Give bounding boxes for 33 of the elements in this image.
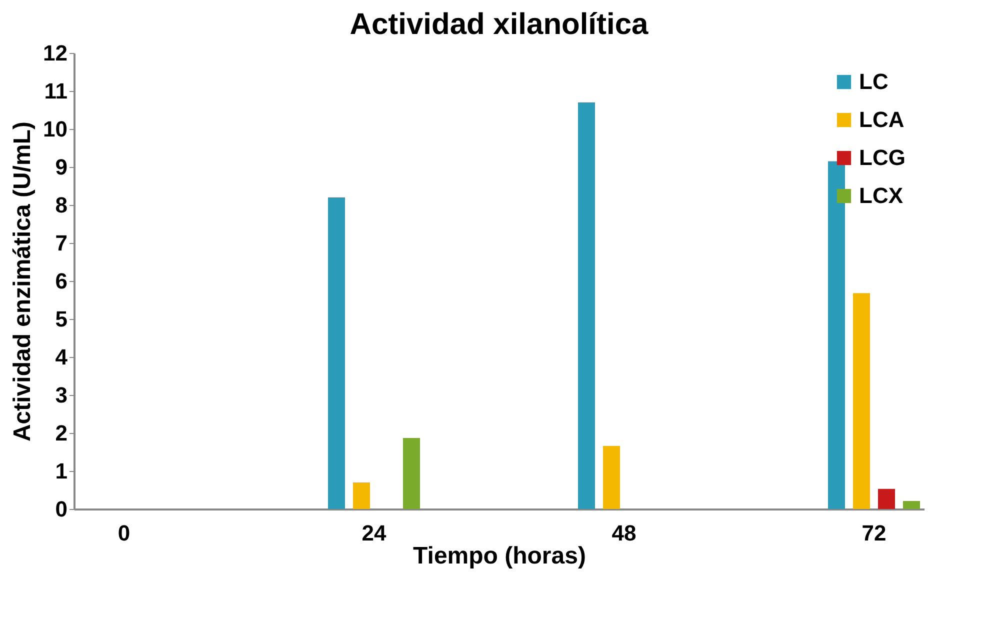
y-tick-label: 5 xyxy=(55,306,68,332)
bar xyxy=(903,501,920,509)
y-tick-label: 1 xyxy=(55,458,68,484)
bar xyxy=(403,438,420,509)
bar xyxy=(853,293,870,509)
chart-title: Actividad xilanolítica xyxy=(350,8,649,41)
y-tick-label: 7 xyxy=(55,230,68,256)
x-tick-label: 0 xyxy=(118,520,130,546)
y-tick-label: 3 xyxy=(55,382,68,408)
x-axis-title: Tiempo (horas) xyxy=(413,542,586,570)
x-tick-label: 48 xyxy=(612,520,636,546)
y-tick-label: 0 xyxy=(55,496,68,522)
legend-label: LCG xyxy=(859,145,906,170)
x-tick-label: 24 xyxy=(362,520,387,546)
y-tick-label: 4 xyxy=(55,344,68,370)
bar xyxy=(878,488,895,509)
y-tick-label: 2 xyxy=(55,420,68,446)
legend-label: LCX xyxy=(859,183,904,208)
legend-label: LC xyxy=(859,69,888,94)
legend-label: LCA xyxy=(859,107,904,132)
y-tick-label: 6 xyxy=(55,268,68,294)
bar xyxy=(578,102,595,509)
y-tick-label: 8 xyxy=(55,192,68,218)
y-tick-label: 9 xyxy=(55,154,68,180)
bar xyxy=(353,482,370,509)
y-axis-title: Actividad enzimática (U/mL) xyxy=(9,121,36,442)
y-tick-label: 11 xyxy=(44,78,68,104)
y-tick-label: 12 xyxy=(43,40,68,66)
bar xyxy=(328,197,345,509)
bar xyxy=(828,161,845,509)
x-tick-label: 72 xyxy=(862,520,886,546)
y-tick-label: 10 xyxy=(43,116,68,142)
bar xyxy=(603,446,620,509)
